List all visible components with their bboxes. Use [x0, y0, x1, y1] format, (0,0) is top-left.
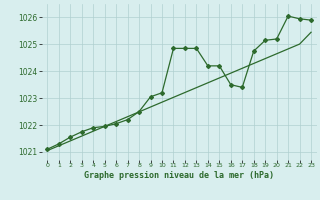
X-axis label: Graphe pression niveau de la mer (hPa): Graphe pression niveau de la mer (hPa) — [84, 171, 274, 180]
